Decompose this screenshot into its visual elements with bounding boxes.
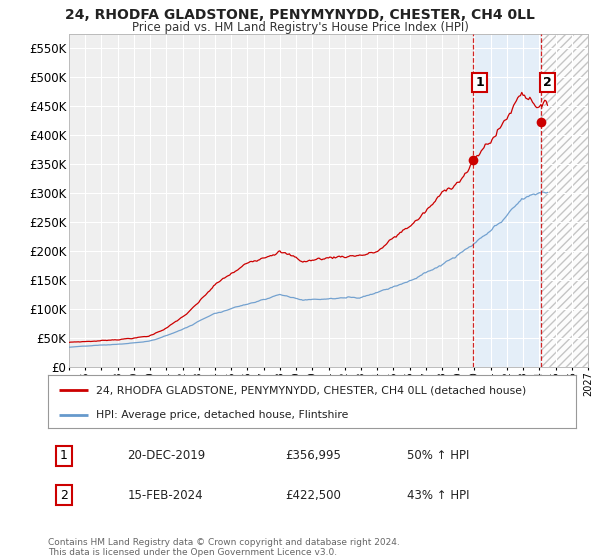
- Text: 2: 2: [60, 488, 68, 502]
- Text: 2: 2: [544, 76, 552, 90]
- Text: Contains HM Land Registry data © Crown copyright and database right 2024.
This d: Contains HM Land Registry data © Crown c…: [48, 538, 400, 557]
- Text: 24, RHODFA GLADSTONE, PENYMYNYDD, CHESTER, CH4 0LL: 24, RHODFA GLADSTONE, PENYMYNYDD, CHESTE…: [65, 8, 535, 22]
- Bar: [473, 34, 541, 367]
- Text: 15-FEB-2024: 15-FEB-2024: [127, 488, 203, 502]
- Text: 20-DEC-2019: 20-DEC-2019: [127, 449, 205, 463]
- Text: 1: 1: [60, 449, 68, 463]
- Text: 24, RHODFA GLADSTONE, PENYMYNYDD, CHESTER, CH4 0LL (detached house): 24, RHODFA GLADSTONE, PENYMYNYDD, CHESTE…: [95, 385, 526, 395]
- Text: HPI: Average price, detached house, Flintshire: HPI: Average price, detached house, Flin…: [95, 410, 348, 420]
- Text: 1: 1: [475, 76, 484, 90]
- Text: Price paid vs. HM Land Registry's House Price Index (HPI): Price paid vs. HM Land Registry's House …: [131, 21, 469, 34]
- Text: 50% ↑ HPI: 50% ↑ HPI: [407, 449, 469, 463]
- Text: £422,500: £422,500: [286, 488, 341, 502]
- Text: £356,995: £356,995: [286, 449, 341, 463]
- Text: 43% ↑ HPI: 43% ↑ HPI: [407, 488, 470, 502]
